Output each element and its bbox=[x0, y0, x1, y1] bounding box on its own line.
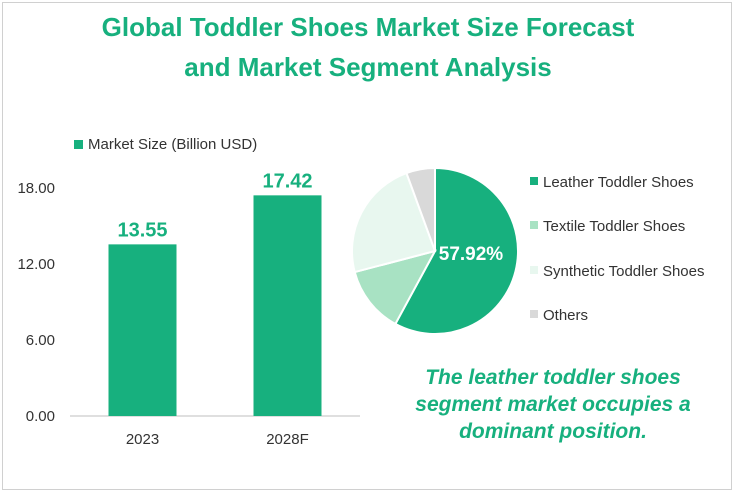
legend-label-others: Others bbox=[543, 307, 588, 324]
pie-slice-textile-toddler-shoes bbox=[353, 249, 437, 326]
y-tick-label: 12.00 bbox=[17, 256, 55, 273]
legend-label-synthetic-toddler-shoes: Synthetic Toddler Shoes bbox=[543, 263, 705, 280]
y-tick-label: 6.00 bbox=[26, 332, 55, 349]
pie-slice-others bbox=[405, 166, 436, 252]
y-tick-label: 0.00 bbox=[26, 408, 55, 425]
annotation-line-1: The leather toddler shoes bbox=[425, 366, 681, 389]
legend-label-textile-toddler-shoes: Textile Toddler Shoes bbox=[543, 218, 685, 235]
bar-2028f bbox=[253, 195, 322, 416]
bar-2023 bbox=[108, 244, 177, 416]
x-tick-label: 2028F bbox=[266, 431, 309, 448]
legend-label-market-size: Market Size (Billion USD) bbox=[88, 136, 257, 153]
x-tick-label: 2023 bbox=[126, 431, 159, 448]
pie-data-label: 57.92% bbox=[439, 244, 504, 265]
chart-title-line-2: and Market Segment Analysis bbox=[184, 52, 552, 82]
bar-chart: 0.00 6.00 12.00 18.00 Market Size (Billion U… bbox=[17, 136, 360, 448]
pie-chart: 57.92% Leather Toddler Shoes Textile Toddl… bbox=[351, 166, 705, 335]
chart-title-line-1: Global Toddler Shoes Market Size Forecas… bbox=[101, 12, 635, 42]
legend-swatch-leather-toddler-shoes bbox=[530, 177, 538, 185]
annotation-line-3: dominant position. bbox=[459, 420, 647, 443]
bar-data-label: 13.55 bbox=[117, 219, 167, 241]
legend-label-leather-toddler-shoes: Leather Toddler Shoes bbox=[543, 174, 694, 191]
legend-swatch-others bbox=[530, 310, 538, 318]
bar-data-label: 17.42 bbox=[262, 170, 312, 192]
pie-slice-leather-toddler-shoes bbox=[394, 166, 519, 335]
pie-slice-synthetic-toddler-shoes bbox=[351, 171, 437, 274]
legend-swatch-textile-toddler-shoes bbox=[530, 221, 538, 229]
y-tick-label: 18.00 bbox=[17, 180, 55, 197]
legend-swatch-market-size bbox=[74, 140, 83, 149]
annotation-line-2: segment market occupies a bbox=[415, 393, 691, 416]
legend-swatch-synthetic-toddler-shoes bbox=[530, 266, 538, 274]
